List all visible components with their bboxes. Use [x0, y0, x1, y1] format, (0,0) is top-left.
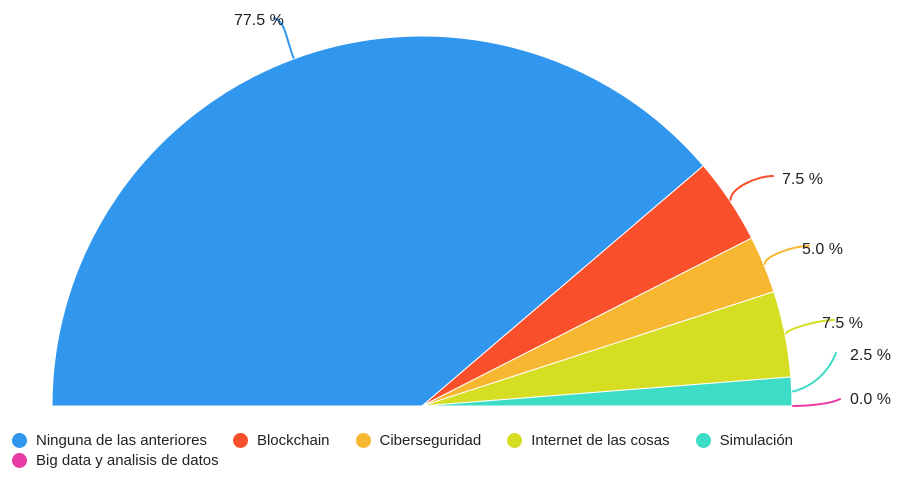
- legend-item-internet-de-las-cosas[interactable]: Internet de las cosas: [507, 431, 670, 449]
- legend-row: Ninguna de las anteriores Blockchain Ciber…: [12, 430, 892, 450]
- legend-label: Ninguna de las anteriores: [36, 431, 207, 449]
- percentage-label-big-data-y-analisis-de-datos: 0.0 %: [850, 391, 891, 408]
- leader-line-internet-de-las-cosas: [784, 319, 835, 335]
- leader-line-big-data-y-analisis-de-datos: [792, 398, 841, 408]
- percentage-label-ciberseguridad: 5.0 %: [802, 241, 843, 258]
- percentage-label-ninguna-de-las-anteriores: 77.5 %: [234, 12, 284, 29]
- percentage-label-internet-de-las-cosas: 7.5 %: [822, 315, 863, 332]
- legend-item-ninguna-de-las-anteriores[interactable]: Ninguna de las anteriores: [12, 432, 207, 449]
- leader-line-blockchain: [729, 175, 774, 201]
- pie-slice-ninguna-de-las-anteriores: [51, 35, 705, 407]
- leader-line-ninguna-de-las-anteriores: [273, 17, 295, 59]
- legend-label: Big data y analisis de datos: [36, 451, 219, 469]
- semicircle-pie-chart: 77.5 % 7.5 % 5.0 % 7.5 % 2.5 % 0.0 %: [51, 12, 891, 408]
- legend-label: Simulación: [719, 431, 794, 449]
- legend-swatch-big-data-y-analisis-de-datos: [12, 452, 27, 468]
- legend-swatch-blockchain: [232, 432, 248, 448]
- leader-line-ciberseguridad: [763, 245, 810, 265]
- label-leader-lines: [273, 17, 841, 408]
- legend-row: Big data y analisis de datos: [12, 450, 892, 470]
- chart-legend: Ninguna de las anteriores Blockchain Ciber…: [12, 430, 892, 470]
- legend-item-ciberseguridad[interactable]: Ciberseguridad: [355, 431, 482, 449]
- legend-swatch-internet-de-las-cosas: [507, 432, 523, 448]
- legend-swatch-ciberseguridad: [355, 432, 371, 448]
- percentage-label-simulacion: 2.5 %: [850, 347, 891, 364]
- percentage-label-blockchain: 7.5 %: [782, 171, 823, 188]
- leader-line-simulacion: [791, 352, 837, 393]
- legend-label: Ciberseguridad: [379, 431, 482, 449]
- legend-label: Blockchain: [256, 431, 330, 449]
- legend-item-blockchain[interactable]: Blockchain: [232, 431, 330, 449]
- legend-item-simulacion[interactable]: Simulación: [695, 431, 794, 449]
- legend-swatch-simulacion: [695, 432, 711, 448]
- pie-slices: [51, 35, 793, 407]
- legend-label: Internet de las cosas: [531, 431, 670, 449]
- percentage-labels: 77.5 % 7.5 % 5.0 % 7.5 % 2.5 % 0.0 %: [234, 12, 891, 408]
- legend-swatch-ninguna-de-las-anteriores: [12, 432, 27, 448]
- legend-item-big-data-y-analisis-de-datos[interactable]: Big data y analisis de datos: [12, 452, 219, 469]
